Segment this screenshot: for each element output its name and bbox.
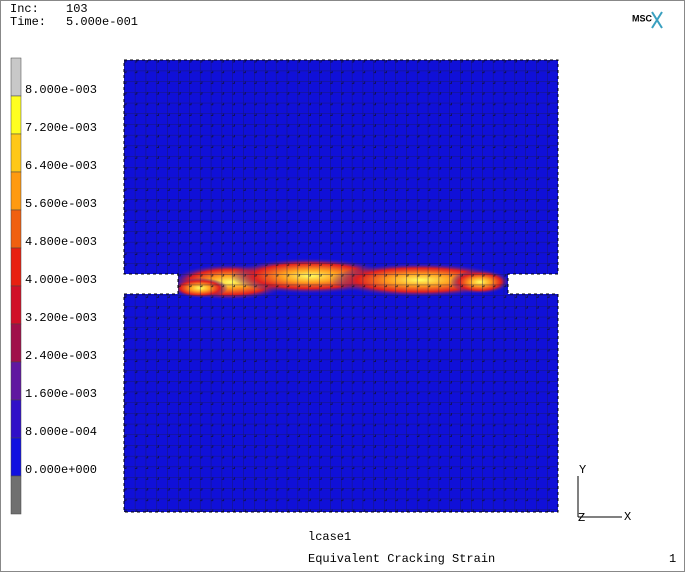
- legend-swatch: [10, 95, 22, 135]
- legend-swatch: [10, 399, 22, 439]
- legend-label: 2.400e-003: [25, 349, 97, 363]
- inc-label: Inc:: [10, 2, 39, 16]
- legend-swatch: [10, 475, 22, 515]
- logo-mark: [651, 11, 663, 29]
- model-outline: [123, 59, 559, 513]
- inc-value: 103: [66, 2, 88, 16]
- logo: MSC: [632, 13, 653, 23]
- axis-triad: Y Z X: [577, 463, 631, 525]
- axis-z: Z: [578, 511, 585, 525]
- result-name: Equivalent Cracking Strain: [308, 552, 495, 566]
- legend-swatch: [10, 133, 22, 173]
- legend-label: 1.600e-003: [25, 387, 97, 401]
- time-value: 5.000e-001: [66, 15, 138, 29]
- axis-x: X: [624, 510, 631, 524]
- legend-swatch: [10, 247, 22, 287]
- legend-swatch: [10, 285, 22, 325]
- legend-label: 5.600e-003: [25, 197, 97, 211]
- color-legend: 8.000e-003 7.200e-003 6.400e-003 5.600e-003…: [10, 57, 97, 515]
- legend-label: 6.400e-003: [25, 159, 97, 173]
- legend-label: 4.000e-003: [25, 273, 97, 287]
- legend-swatch: [10, 209, 22, 249]
- legend-swatch: [10, 57, 22, 97]
- legend-label: 8.000e-004: [25, 425, 97, 439]
- legend-swatch: [10, 323, 22, 363]
- legend-swatch: [10, 361, 22, 401]
- page-number: 1: [669, 552, 676, 566]
- legend-label: 4.800e-003: [25, 235, 97, 249]
- legend-label: 3.200e-003: [25, 311, 97, 325]
- legend-swatch: [10, 171, 22, 211]
- legend-label: 7.200e-003: [25, 121, 97, 135]
- mesh-grid: [124, 60, 558, 512]
- axis-y: Y: [579, 463, 586, 477]
- time-label: Time:: [10, 15, 46, 29]
- load-case: lcase1: [308, 530, 351, 544]
- legend-label: 8.000e-003: [25, 83, 97, 97]
- legend-swatch: [10, 437, 22, 477]
- model: [124, 60, 558, 512]
- legend-label: 0.000e+000: [25, 463, 97, 477]
